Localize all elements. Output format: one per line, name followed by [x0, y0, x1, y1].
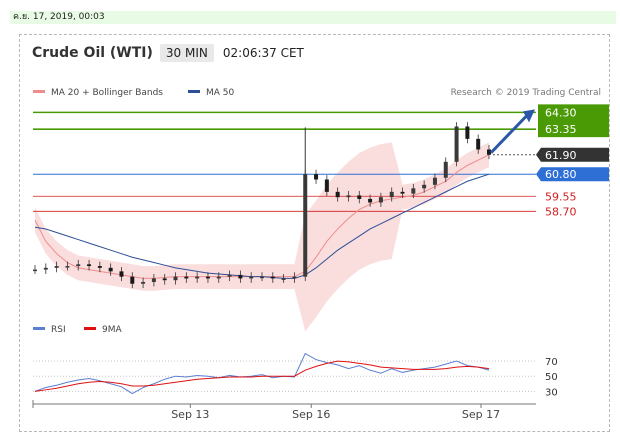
price-candle — [184, 276, 189, 279]
x-tick-label: Sep 13 — [171, 408, 209, 421]
price-candle — [173, 276, 178, 281]
price-candle — [378, 197, 383, 203]
price-candle — [400, 191, 405, 194]
resistance-tag-box — [538, 104, 609, 138]
price-candle — [33, 269, 37, 272]
legend-label-rsi: RSI — [51, 325, 66, 335]
price-candle — [292, 276, 297, 279]
price-candle — [216, 276, 221, 279]
rsi-level-label-70: 70 — [545, 357, 558, 368]
price-candle — [130, 276, 135, 284]
price-tag-60-80-bg — [536, 167, 609, 182]
price-candle — [65, 266, 70, 268]
price-candle — [346, 195, 351, 198]
price-candle — [205, 276, 210, 279]
projection-arrow-shaft — [489, 113, 530, 154]
legend-label-ma20: MA 20 + Bollinger Bands — [51, 88, 163, 98]
price-candle — [195, 276, 200, 279]
price-candle — [324, 179, 329, 192]
projection-arrow-head — [523, 109, 535, 123]
price-tag-64-30: 64.30 — [545, 106, 577, 119]
price-candle — [249, 276, 254, 279]
timeframe-badge[interactable]: 30 MIN — [159, 44, 214, 62]
instrument-name: Crude Oil (WTI) — [32, 45, 153, 61]
price-candle — [162, 278, 167, 281]
rsi-level-label-30: 30 — [545, 387, 558, 398]
clock-readout: 02:06:37 CET — [222, 46, 304, 60]
legend-label-ma50: MA 50 — [206, 88, 235, 98]
price-candle — [411, 188, 416, 194]
legend-swatch-rsi — [33, 327, 45, 330]
price-candle — [465, 126, 470, 139]
legend-swatch-ma50 — [188, 90, 200, 93]
price-candle — [357, 195, 362, 199]
bollinger-band — [35, 142, 489, 332]
price-candle — [108, 267, 113, 272]
price-candle — [76, 264, 81, 267]
x-tick-label: Sep 16 — [292, 408, 330, 421]
price-tag-58-70: 58.70 — [545, 205, 577, 218]
price-candle — [303, 174, 308, 277]
rsi-line — [34, 352, 490, 395]
legend-swatch-ma20 — [33, 90, 45, 93]
credit-text: Research © 2019 Trading Central — [451, 88, 601, 98]
price-tag-63-35: 63.35 — [545, 123, 577, 136]
price-candle — [487, 149, 491, 155]
price-candle — [281, 278, 286, 280]
price-candle — [119, 271, 124, 277]
price-candle — [227, 274, 232, 277]
price-tag-61-90-bg — [536, 147, 609, 162]
chart-card — [19, 34, 610, 432]
price-candle — [476, 138, 481, 150]
x-axis: Sep 13 Sep 16 Sep 17 — [32, 400, 536, 421]
price-candle — [141, 281, 146, 284]
rsi-9ma-line — [34, 360, 490, 392]
price-candle — [97, 266, 102, 268]
price-candle — [260, 276, 264, 279]
price-plot: 64.30 63.35 61.90 60.80 59.55 58.70 — [33, 104, 609, 332]
price-candle — [151, 278, 156, 282]
price-candle — [368, 198, 373, 203]
date-stamp: ค.ย. 17, 2019, 00:03 — [10, 11, 616, 24]
price-candle — [422, 184, 427, 189]
price-candle — [54, 266, 59, 268]
price-candle — [335, 191, 340, 198]
price-candle — [270, 276, 275, 279]
price-candle — [43, 267, 48, 270]
price-tag-61-90: 61.90 — [545, 149, 577, 162]
legend-label-9ma: 9MA — [102, 325, 122, 335]
chart-header: Crude Oil (WTI) 30 MIN 02:06:37 CET — [32, 43, 304, 63]
price-candle — [87, 264, 92, 267]
price-candle — [432, 177, 437, 185]
price-candle — [443, 161, 448, 178]
price-tag-60-80: 60.80 — [545, 168, 577, 181]
price-tag-59-55: 59.55 — [545, 190, 577, 203]
price-candle — [314, 174, 319, 180]
rsi-level-label-50: 50 — [545, 372, 558, 383]
legend-swatch-9ma — [84, 327, 96, 330]
rsi-plot: 70 50 30 — [33, 352, 558, 398]
x-tick-label: Sep 17 — [462, 408, 500, 421]
price-candle — [454, 126, 459, 162]
price-candle — [389, 191, 394, 198]
price-candle — [238, 274, 243, 279]
